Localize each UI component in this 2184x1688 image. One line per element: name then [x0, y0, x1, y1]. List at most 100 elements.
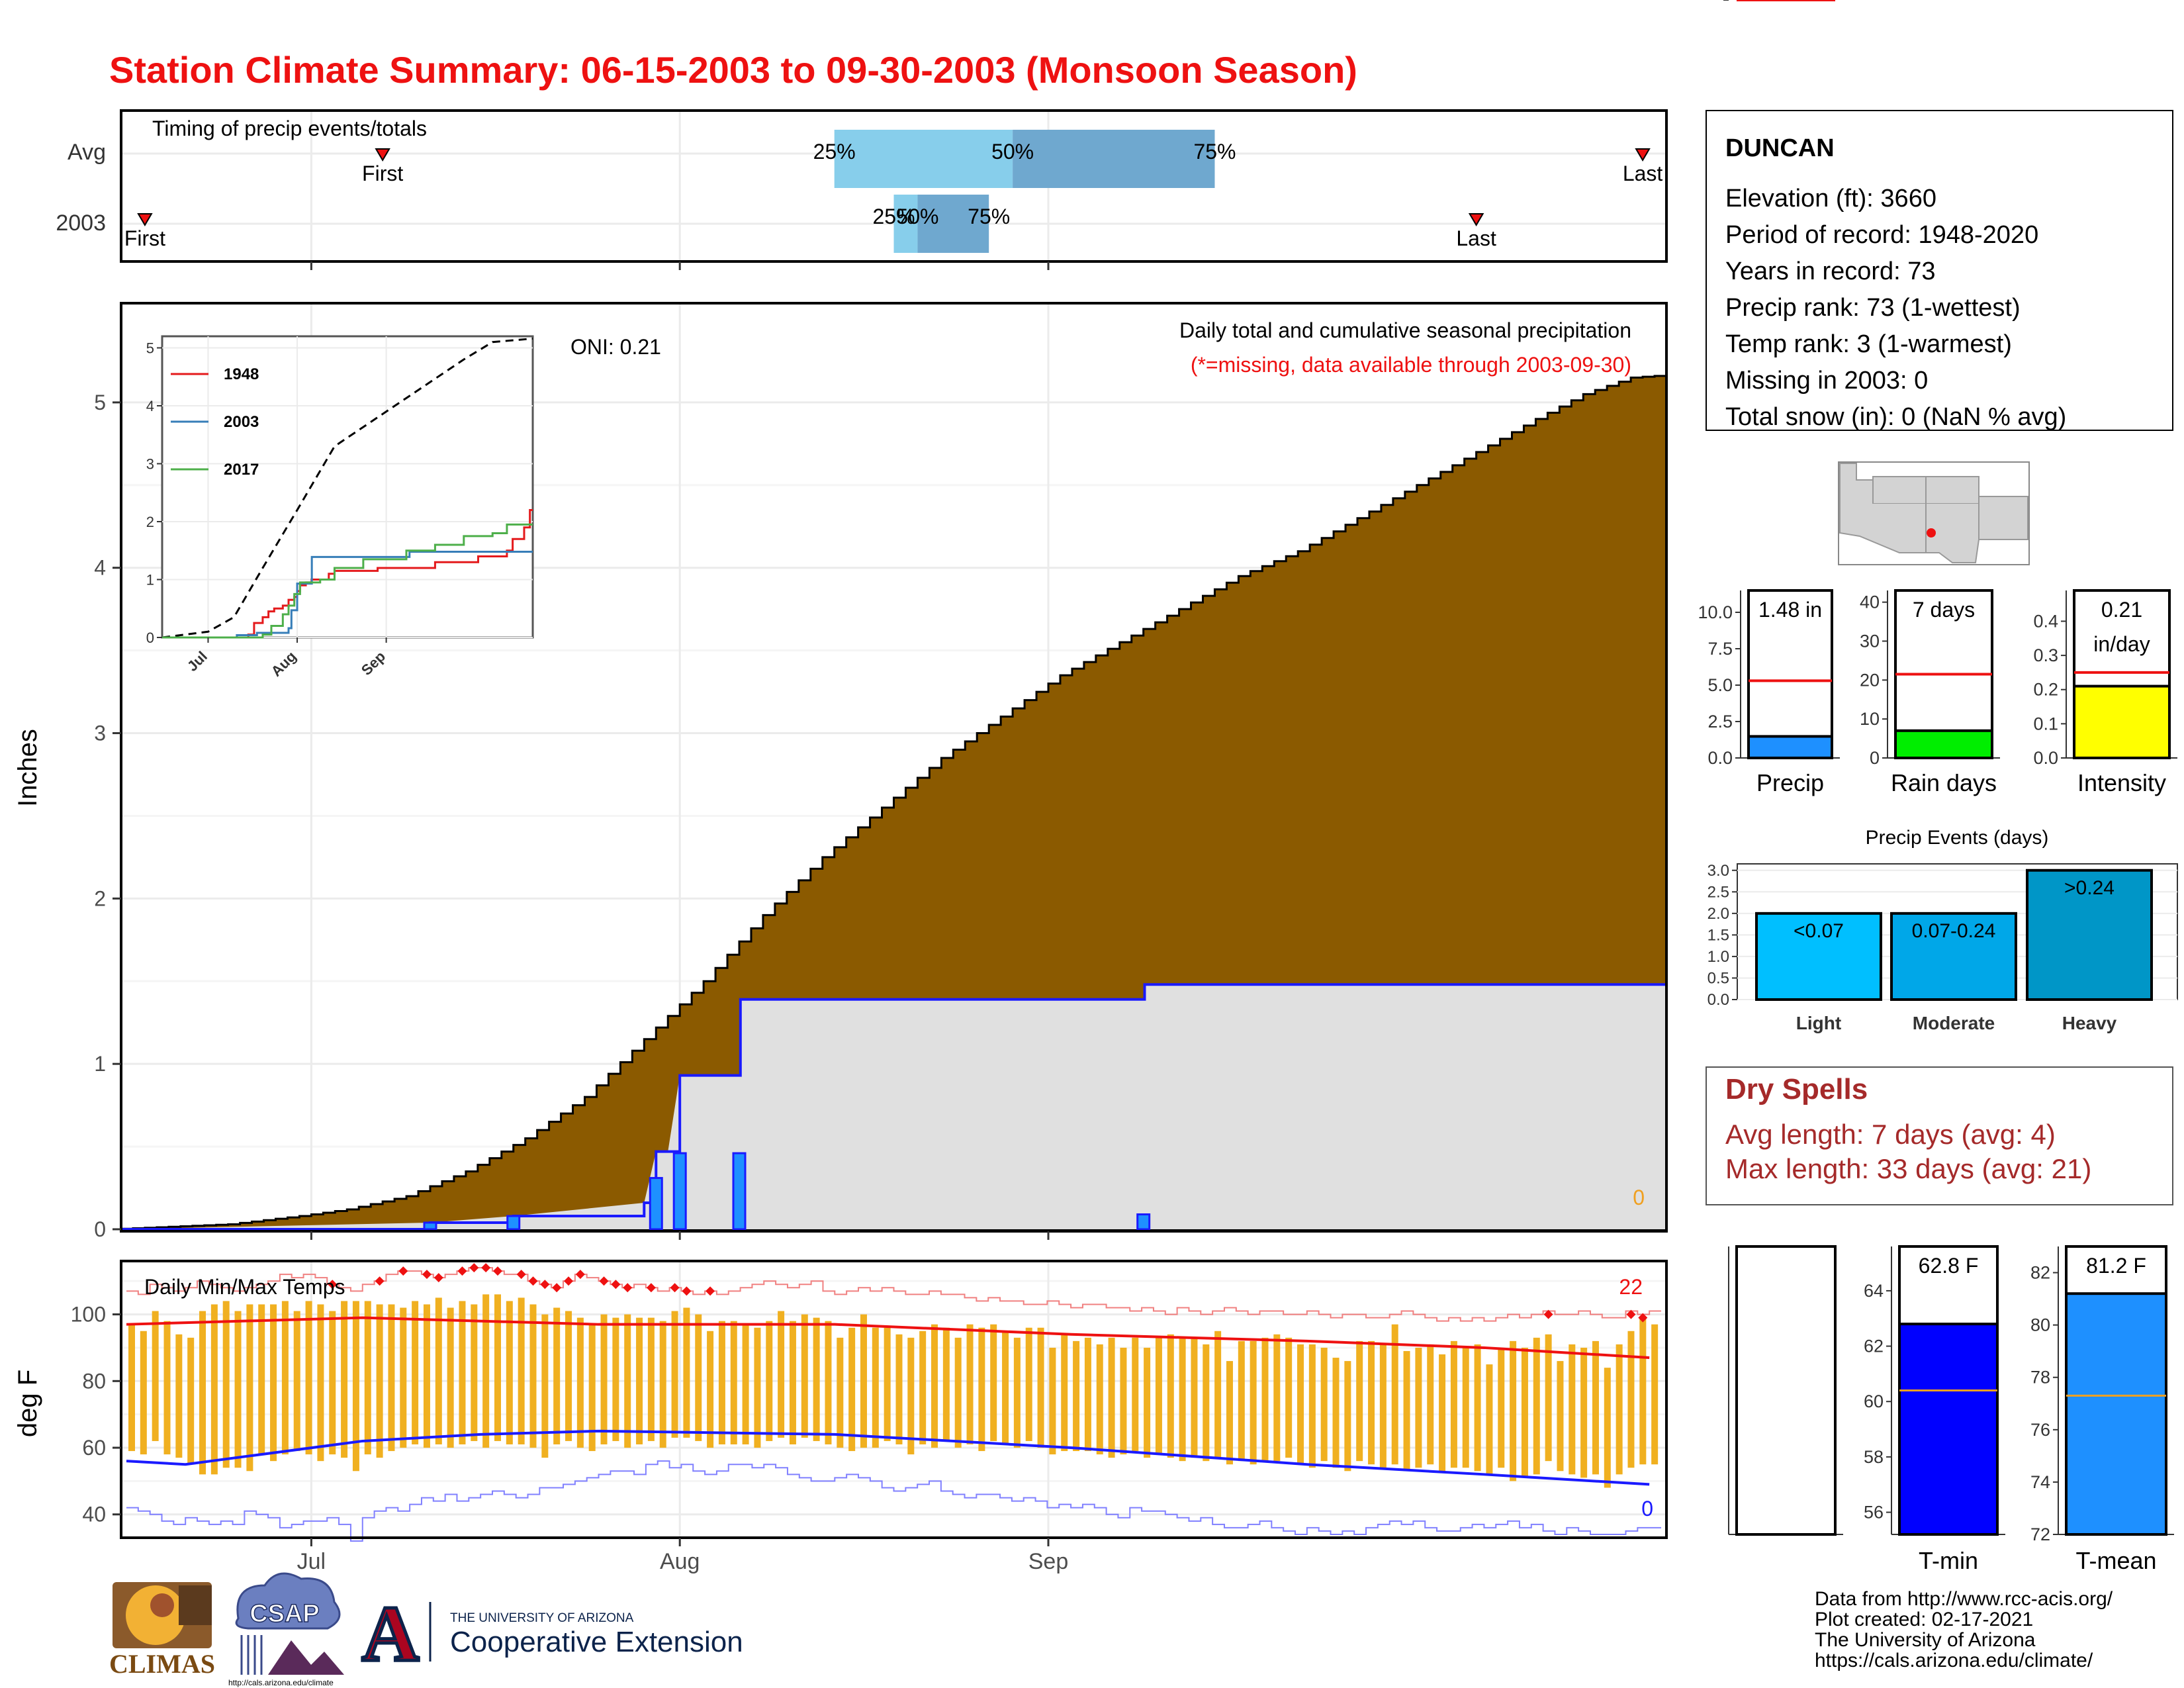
precip-ytick-label: 2 — [94, 886, 106, 910]
mini-bar-value-label: 81.2 F — [2086, 1254, 2146, 1278]
precip-mini-chart: 0.0 2.5 5.0 7.5 10.0 1.48 in Precip — [1698, 589, 1840, 796]
daily-temp-bar — [506, 1301, 513, 1444]
daily-temp-bar — [825, 1321, 832, 1444]
precip-ylabel: Inches — [13, 729, 42, 807]
timing-last-marker — [1635, 148, 1651, 162]
mini-ytick-label: 0.3 — [2033, 645, 2058, 665]
mini-ytick-label: 40 — [1860, 592, 1880, 612]
mini-bar-label: Precip — [1756, 769, 1824, 796]
mini-bar-value-label: 7 days — [1913, 598, 1975, 622]
daily-temp-bar — [1214, 1331, 1222, 1458]
mini-bar-value-label: 0.21 — [2101, 598, 2142, 622]
daily-temp-bar — [1580, 1347, 1588, 1478]
daily-temp-bar — [1510, 1340, 1517, 1481]
daily-temp-bar — [471, 1304, 478, 1441]
footer-line-2: Plot created: 02-17-2021 — [1815, 1609, 2033, 1630]
dry-spells-avg: Avg length: 7 days (avg: 4) — [1725, 1119, 2056, 1150]
daily-temp-bar — [1061, 1334, 1068, 1452]
daily-temp-bar — [860, 1314, 867, 1448]
daily-temp-bar — [695, 1314, 702, 1441]
daily-temp-bar — [636, 1317, 643, 1444]
daily-temp-bar — [1203, 1344, 1210, 1462]
precip-missing-count: 0 — [1633, 1186, 1645, 1209]
daily-temp-bar — [1096, 1344, 1103, 1455]
daily-temp-bar — [329, 1311, 336, 1455]
events-ytick-label: 2.5 — [1707, 883, 1729, 901]
daily-temp-bar — [270, 1304, 277, 1462]
daily-temp-bar — [1025, 1327, 1032, 1441]
ua-big-text: Cooperative Extension — [450, 1626, 743, 1658]
record-high-marker — [398, 1266, 408, 1276]
events-ytick-label: 0.5 — [1707, 969, 1729, 987]
events-ytick-label: 0.0 — [1707, 991, 1729, 1009]
daily-temp-bar — [1191, 1337, 1198, 1458]
mini-ytick-label: 0.2 — [2033, 680, 2058, 700]
temp-ylabel: deg F — [13, 1370, 42, 1437]
station-box: DUNCAN Elevation (ft): 3660 Period of rec… — [1706, 110, 2173, 431]
daily-temp-bar — [423, 1304, 430, 1448]
daily-temp-bar — [1285, 1337, 1293, 1458]
footer-credits: Data from http://www.rcc-acis.org/ Plot … — [1815, 1588, 2113, 1671]
daily-temp-bar — [966, 1324, 974, 1444]
ua-logo-letter: A — [362, 1589, 420, 1677]
station-name: DUNCAN — [1725, 134, 1835, 162]
daily-temp-bar — [1403, 1350, 1410, 1472]
daily-temp-bar — [388, 1304, 395, 1452]
daily-temp-bar — [1391, 1324, 1398, 1465]
daily-temp-bar — [400, 1307, 407, 1448]
daily-temp-bar — [529, 1304, 537, 1448]
daily-temp-bar — [317, 1304, 324, 1462]
mini-ytick-label: 0.0 — [2033, 748, 2058, 768]
daily-temp-bar — [1604, 1368, 1611, 1488]
raindays-mini-chart: 0 10 20 30 40 7 days Rain days — [1860, 589, 2000, 796]
tmin-mini-chart: 56 58 60 62 64 62.8 F T-min — [1864, 1245, 2005, 1574]
mini-ytick-label: 72 — [2030, 1524, 2050, 1544]
precip-ytick-label: 1 — [94, 1052, 106, 1076]
record-high-marker — [375, 1276, 385, 1286]
csap-logo: CSAP http://cals.arizona.edu/climate — [228, 1572, 344, 1687]
inset-series-2003 — [162, 551, 533, 639]
daily-temp-bar — [341, 1301, 348, 1458]
daily-temp-bar — [1250, 1340, 1257, 1465]
daily-temp-bar — [1592, 1340, 1599, 1475]
intensity-mini-chart: 0.0 0.1 0.2 0.3 0.4 0.21 in/day Intensity — [2033, 589, 2177, 796]
inset-ytick-label: 4 — [146, 398, 154, 414]
mini-ytick-label: 0.1 — [2033, 714, 2058, 733]
daily-temp-bar — [1427, 1344, 1434, 1465]
events-ytick-label: 2.0 — [1707, 905, 1729, 923]
daily-temp-bar — [754, 1327, 761, 1448]
daily-temp-bar — [1462, 1347, 1469, 1468]
record-high-marker — [433, 1273, 443, 1283]
daily-temp-bar — [1569, 1344, 1576, 1475]
daily-temp-bar — [1226, 1361, 1233, 1465]
daily-temp-bar — [718, 1321, 725, 1444]
daily-temp-bar — [1049, 1347, 1056, 1455]
daily-temp-bar — [152, 1311, 159, 1441]
mini-ytick-label: 58 — [1864, 1447, 1884, 1467]
daily-temp-bar — [175, 1334, 183, 1458]
daily-temp-bar — [447, 1307, 454, 1448]
record-high-line — [126, 1267, 1661, 1322]
daily-temp-bar — [1308, 1344, 1316, 1468]
footer-line-3: The University of Arizona — [1815, 1629, 2036, 1651]
daily-temp-bar — [293, 1311, 300, 1452]
mini-bar-value-label: 62.8 F — [1919, 1254, 1979, 1278]
mini-ytick-label: 74 — [2030, 1472, 2050, 1492]
daily-temp-bar — [222, 1301, 230, 1468]
record-high-marker — [623, 1283, 633, 1293]
mini-bar-label: Intensity — [2077, 769, 2166, 796]
daily-temp-bar — [1073, 1340, 1080, 1452]
csap-wordmark: CSAP — [250, 1600, 320, 1628]
events-ytick-label: 1.5 — [1707, 926, 1729, 944]
mini-bar-label: T-min — [1919, 1547, 1978, 1574]
timing-first-label: First — [124, 226, 165, 250]
timing-bar-50-75 — [917, 195, 989, 253]
daily-temp-bar — [1120, 1347, 1127, 1455]
daily-temp-bar — [518, 1297, 525, 1444]
daily-temp-bar — [376, 1304, 383, 1458]
daily-temp-bar — [1273, 1334, 1281, 1462]
precip-ytick-label: 4 — [94, 556, 106, 580]
daily-temp-bar — [565, 1311, 572, 1441]
daily-precip-bar — [649, 1177, 663, 1231]
